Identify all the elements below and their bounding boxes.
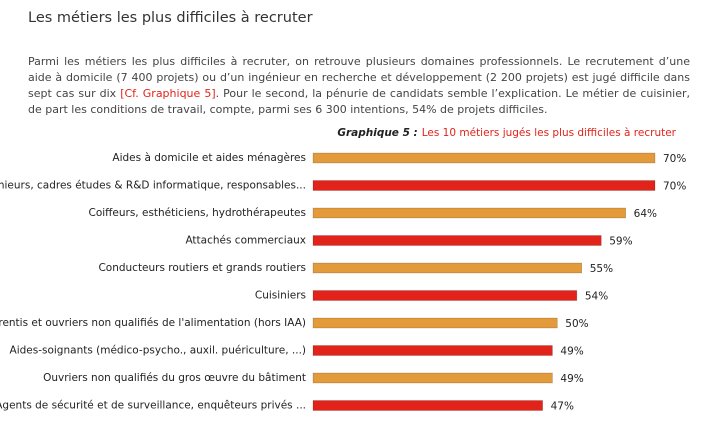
paragraph-text: Parmi les métiers les plus difficiles à …	[28, 55, 690, 100]
page-title: Les métiers les plus difficiles à recrut…	[28, 10, 313, 26]
value-label: 49%	[560, 373, 583, 385]
category-label: Ouvriers non qualifiés du gros œuvre du …	[43, 372, 306, 384]
category-label: Ingénieurs, cadres études & R&D informat…	[0, 180, 306, 192]
paragraph-text: . Pour le second, la pénurie de candidat…	[28, 87, 691, 116]
value-label: 64%	[634, 208, 657, 220]
bar	[312, 262, 583, 274]
bar	[312, 345, 553, 356]
category-label: Apprentis et ouvriers non qualifiés de l…	[0, 317, 306, 329]
bar	[312, 152, 656, 164]
reference: [Cf. Graphique 5]	[120, 87, 216, 100]
bar	[312, 400, 543, 411]
category-label: Coiffeurs, esthéticiens, hydrothérapeute…	[89, 207, 307, 219]
bar	[312, 317, 558, 329]
category-label: Cuisiniers	[255, 290, 306, 302]
bar	[312, 180, 656, 191]
value-label: 59%	[609, 236, 632, 248]
paragraph: Parmi les métiers les plus difficiles à …	[28, 54, 690, 118]
value-label: 50%	[565, 318, 588, 330]
category-label: Attachés commerciaux	[185, 235, 306, 247]
category-label: Agents de sécurité et de surveillance, e…	[0, 400, 306, 412]
value-label: 49%	[560, 346, 583, 358]
value-label: 55%	[590, 263, 613, 275]
chart-title-label: Graphique 5 :	[337, 127, 417, 139]
category-label: Aides-soignants (médico-psycho., auxil. …	[10, 345, 306, 357]
bar	[312, 290, 578, 301]
bar	[312, 235, 602, 246]
bar	[312, 207, 626, 219]
category-label: Aides à domicile et aides ménagères	[112, 152, 306, 164]
value-label: 70%	[663, 153, 686, 165]
value-label: 47%	[551, 401, 574, 413]
chart-title: Graphique 5 : Les 10 métiers jugés les pl…	[337, 127, 676, 139]
value-label: 70%	[663, 181, 686, 193]
bar	[312, 372, 553, 384]
chart-title-text: Les 10 métiers jugés les plus difficiles…	[422, 127, 677, 139]
value-label: 54%	[585, 291, 608, 303]
category-label: Conducteurs routiers et grands routiers	[98, 262, 306, 274]
